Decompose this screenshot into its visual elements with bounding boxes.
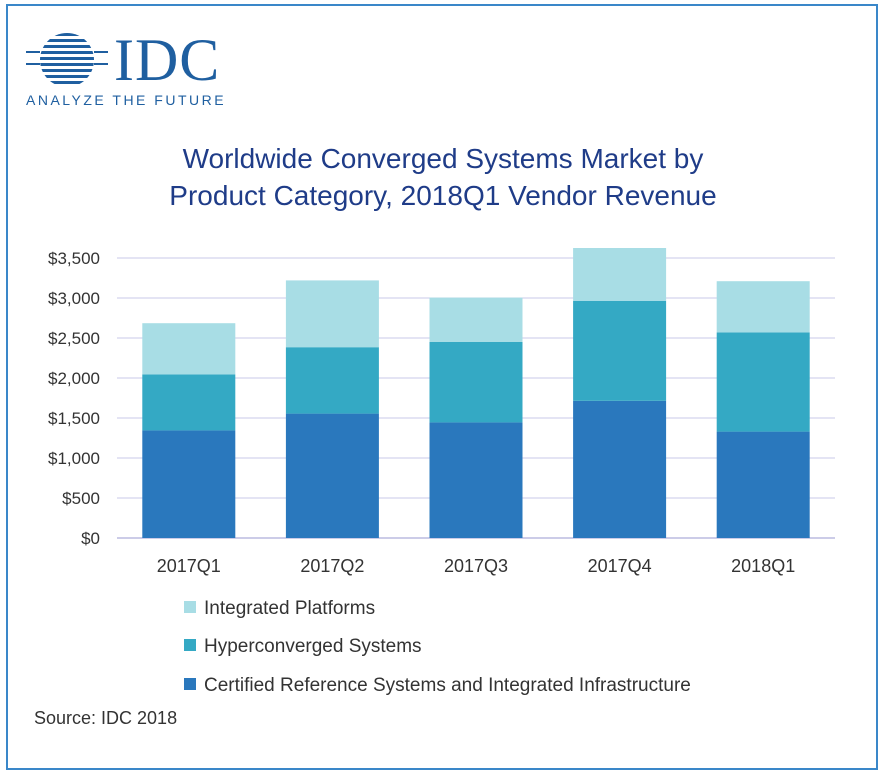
legend-item-integrated-platforms: Integrated Platforms <box>184 598 375 620</box>
x-tick-label: 2017Q3 <box>444 556 508 576</box>
legend-label: Hyperconverged Systems <box>204 636 422 657</box>
y-tick-label: $2,000 <box>48 369 100 388</box>
legend-item-hyperconverged-systems: Hyperconverged Systems <box>184 636 422 658</box>
y-tick-label: $1,000 <box>48 449 100 468</box>
y-tick-label: $2,500 <box>48 329 100 348</box>
bar-segment-integrated <box>285 280 379 348</box>
bar-segment-integrated <box>142 323 236 375</box>
bar-segment-integrated <box>716 281 810 333</box>
idc-logo: IDC ANALYZE THE FUTURE <box>26 27 227 112</box>
bar-segment-integrated <box>573 248 667 301</box>
legend-swatch-hyperconverged <box>184 638 196 651</box>
x-tick-label: 2017Q4 <box>588 556 652 576</box>
legend-swatch-certified <box>184 677 196 690</box>
x-tick-label: 2017Q1 <box>157 556 221 576</box>
bar-segment-integrated <box>429 297 523 342</box>
bar-segment-hyperconverged <box>716 332 810 432</box>
legend-item-certified-reference: Certified Reference Systems and Integrat… <box>184 675 691 697</box>
bar-segment-certified <box>142 430 236 538</box>
bar-segment-hyperconverged <box>142 374 236 431</box>
legend-swatch-integrated <box>184 600 196 613</box>
bar-chart: $0 $500 $1,000 $1,500 $2,000 $2,500 $3,000 $3,5… <box>48 248 835 576</box>
bar-segment-certified <box>285 413 379 538</box>
y-tick-label: $3,500 <box>48 249 100 268</box>
x-tick-label: 2018Q1 <box>731 556 795 576</box>
y-tick-label: $1,500 <box>48 409 100 428</box>
chart-title-line1: Worldwide Converged Systems Market by <box>182 143 704 174</box>
logo-tagline: ANALYZE THE FUTURE <box>26 92 227 108</box>
y-tick-label: $3,000 <box>48 289 100 308</box>
chart-title-line2: Product Category, 2018Q1 Vendor Revenue <box>169 180 717 211</box>
logo-wordmark: IDC <box>114 27 221 93</box>
bar-segment-hyperconverged <box>285 347 379 414</box>
x-tick-label: 2017Q2 <box>300 556 364 576</box>
bar-segment-hyperconverged <box>573 300 667 401</box>
bar-segment-certified <box>716 431 810 538</box>
bar-segment-hyperconverged <box>429 342 523 423</box>
source-note: Source: IDC 2018 <box>34 708 178 728</box>
legend-label: Integrated Platforms <box>204 598 376 619</box>
y-tick-label: $0 <box>81 529 100 548</box>
legend-label: Certified Reference Systems and Integrat… <box>204 675 691 696</box>
bar-segment-certified <box>429 422 523 538</box>
globe-icon <box>26 33 108 84</box>
y-tick-label: $500 <box>62 489 100 508</box>
bar-segment-certified <box>573 400 667 538</box>
